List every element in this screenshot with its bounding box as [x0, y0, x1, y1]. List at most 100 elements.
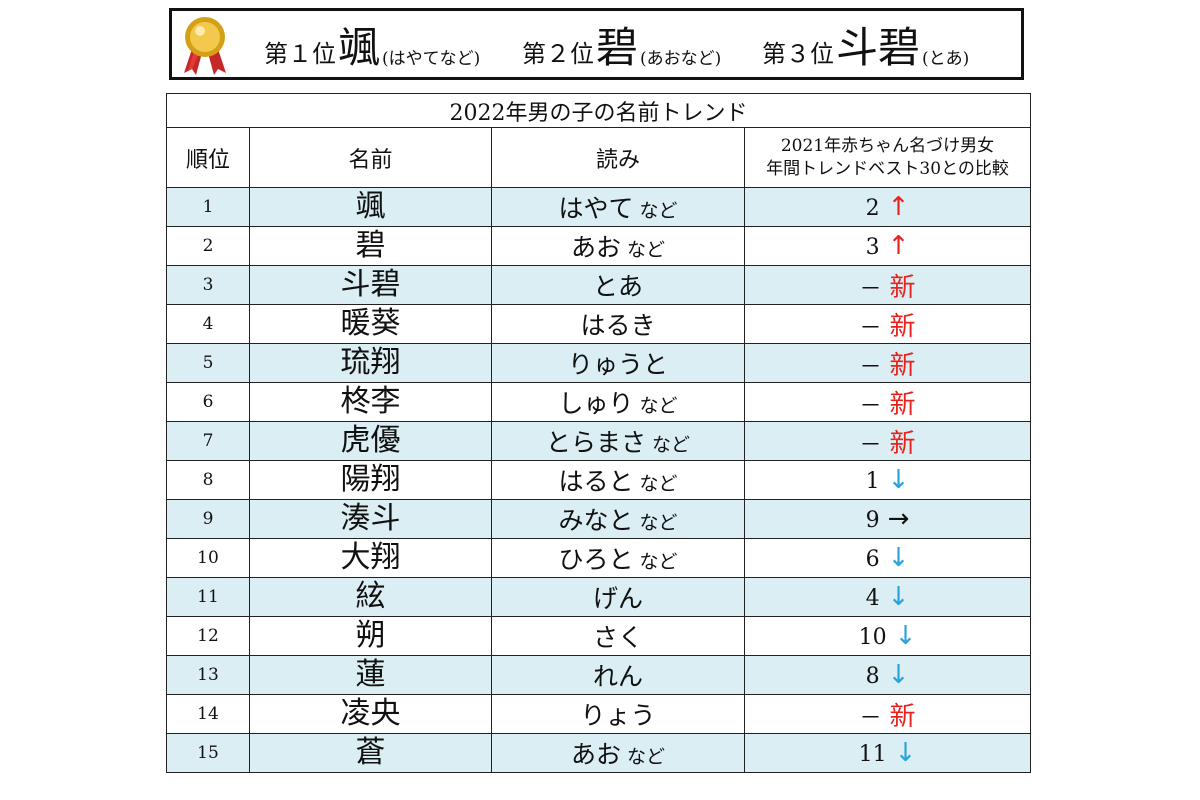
- cell-comparison: 10 ↓: [744, 616, 1031, 656]
- cell-rank: 6: [166, 382, 250, 422]
- previous-rank: 8: [865, 664, 880, 689]
- reading-suffix: など: [627, 239, 666, 261]
- header-comparison-line1: 2021年赤ちゃん名づけ男女: [780, 135, 995, 156]
- cell-reading: とらまさ など: [491, 421, 745, 461]
- previous-rank: －: [859, 705, 882, 731]
- table-row: 1 颯はやて など 2 ↑: [166, 187, 1031, 227]
- reading-text: しゅり: [558, 389, 634, 418]
- cell-reading: はるき: [491, 304, 745, 344]
- cell-comparison: 6 ↓: [744, 538, 1031, 578]
- cell-comparison: －新: [744, 343, 1031, 383]
- rank-1-position: 第１位: [264, 40, 336, 68]
- rank-2-name: 碧: [596, 23, 639, 72]
- cell-comparison: 9 →: [744, 499, 1031, 539]
- previous-rank: 10: [858, 625, 887, 650]
- cell-rank: 11: [166, 577, 250, 617]
- cell-name: 暖葵: [249, 304, 492, 344]
- cell-reading: しゅり など: [491, 382, 745, 422]
- new-badge: 新: [889, 701, 916, 732]
- new-badge: 新: [889, 311, 916, 342]
- previous-rank: －: [859, 393, 882, 419]
- new-badge: 新: [889, 350, 916, 381]
- reading-suffix: など: [639, 200, 678, 222]
- rank-1-name: 颯: [338, 23, 381, 72]
- cell-reading: れん: [491, 655, 745, 695]
- reading-suffix: など: [639, 551, 678, 573]
- new-badge: 新: [889, 272, 916, 303]
- rank-1-reading: (はやてなど): [382, 49, 481, 69]
- name-trend-table: 2022年男の子の名前トレンド 順位 名前 読み 2021年赤ちゃん名づけ男女 …: [166, 93, 1031, 773]
- table-row: 8 陽翔 はると など 1 ↓: [166, 460, 1031, 500]
- rank-1-label: 第１位 颯 (はやてなど): [264, 11, 480, 77]
- reading-text: あお: [570, 233, 621, 262]
- cell-rank: 13: [166, 655, 250, 695]
- reading-suffix: など: [627, 746, 666, 768]
- rank-2-reading: (あおなど): [640, 49, 722, 69]
- cell-name: 碧: [249, 226, 492, 266]
- cell-name: 湊斗: [249, 499, 492, 539]
- rank-2-label: 第２位 碧 (あおなど): [522, 11, 721, 77]
- reading-text: れん: [592, 662, 643, 691]
- cell-name: 虎優: [249, 421, 492, 461]
- cell-comparison: 11 ↓: [744, 733, 1031, 773]
- cell-name: 絃: [249, 577, 492, 617]
- cell-comparison: －新: [744, 304, 1031, 344]
- cell-rank: 2: [166, 226, 250, 266]
- table-title: 2022年男の子の名前トレンド: [166, 93, 1031, 128]
- cell-rank: 12: [166, 616, 250, 656]
- reading-suffix: など: [639, 512, 678, 534]
- cell-comparison: －新: [744, 694, 1031, 734]
- reading-text: はると: [558, 467, 634, 496]
- header-reading: 読み: [491, 127, 745, 188]
- cell-comparison: 2 ↑: [744, 187, 1031, 227]
- reading-text: とあ: [592, 272, 643, 301]
- header-rank: 順位: [166, 127, 250, 188]
- table-row: 7 虎優 とらまさ など－新: [166, 421, 1031, 461]
- cell-rank: 14: [166, 694, 250, 734]
- cell-name: 蓮: [249, 655, 492, 695]
- table-row: 3 斗碧 とあ－新: [166, 265, 1031, 305]
- previous-rank: －: [859, 276, 882, 302]
- cell-rank: 3: [166, 265, 250, 305]
- cell-comparison: －新: [744, 382, 1031, 422]
- cell-reading: あお など: [491, 733, 745, 773]
- previous-rank: 6: [865, 547, 880, 572]
- arrow-down-icon: ↓: [887, 465, 910, 495]
- reading-text: はるき: [580, 311, 656, 340]
- rank-3-reading: (とあ): [922, 49, 970, 69]
- cell-name: 大翔: [249, 538, 492, 578]
- arrow-down-icon: ↓: [887, 582, 910, 612]
- cell-reading: ひろと など: [491, 538, 745, 578]
- table-row: 11 絃 げん 4 ↓: [166, 577, 1031, 617]
- arrow-down-icon: ↓: [894, 738, 917, 768]
- previous-rank: －: [859, 432, 882, 458]
- previous-rank: 1: [865, 469, 880, 494]
- reading-suffix: など: [639, 473, 678, 495]
- table-row: 14 凌央 りょう－新: [166, 694, 1031, 734]
- arrow-up-icon: ↑: [887, 192, 910, 222]
- reading-text: あお: [570, 740, 621, 769]
- cell-rank: 4: [166, 304, 250, 344]
- arrow-down-icon: ↓: [894, 621, 917, 651]
- reading-text: みなと: [558, 506, 634, 535]
- cell-name: 蒼: [249, 733, 492, 773]
- table-row: 5 琉翔 りゅうと－新: [166, 343, 1031, 383]
- table-row: 13 蓮 れん 8 ↓: [166, 655, 1031, 695]
- table-row: 4 暖葵 はるき－新: [166, 304, 1031, 344]
- cell-reading: はると など: [491, 460, 745, 500]
- rank-3-position: 第３位: [762, 40, 834, 68]
- previous-rank: 2: [865, 196, 880, 221]
- cell-comparison: 8 ↓: [744, 655, 1031, 695]
- reading-text: りょう: [580, 701, 656, 730]
- cell-reading: さく: [491, 616, 745, 656]
- previous-rank: －: [859, 315, 882, 341]
- cell-name: 颯: [249, 187, 492, 227]
- cell-comparison: －新: [744, 265, 1031, 305]
- reading-text: げん: [592, 584, 643, 613]
- arrow-up-icon: ↑: [887, 231, 910, 261]
- gold-medal-icon: [184, 17, 226, 75]
- table-row: 6 柊李 しゅり など－新: [166, 382, 1031, 422]
- previous-rank: 4: [865, 586, 880, 611]
- cell-rank: 9: [166, 499, 250, 539]
- rank-2-position: 第２位: [522, 40, 594, 68]
